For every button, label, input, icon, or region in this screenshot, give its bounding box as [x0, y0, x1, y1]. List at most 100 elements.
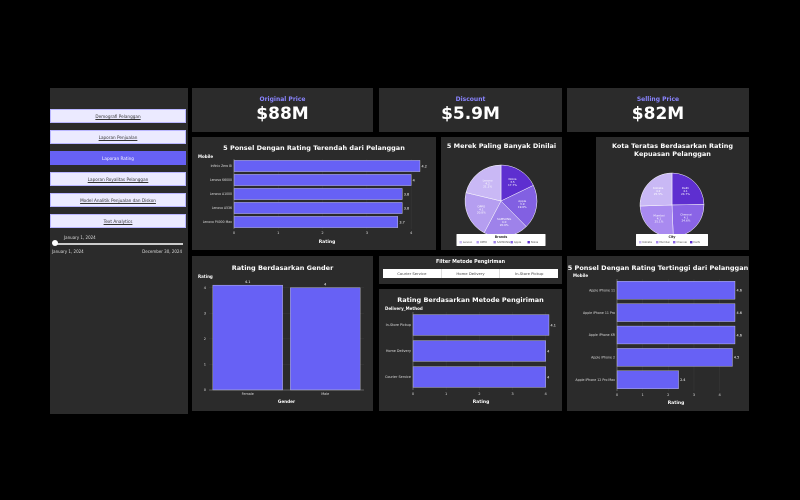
- x-tick-label: 1: [445, 392, 447, 396]
- sidebar-nav-laporan-penjualan[interactable]: Laporan Penjualan: [50, 130, 186, 144]
- slice-name-label: Chennai: [680, 213, 692, 217]
- legend-swatch: [673, 241, 676, 244]
- bar-value-label: 4: [324, 283, 326, 287]
- pie-slice: [465, 164, 502, 202]
- legend-item-label: Delhi: [693, 240, 700, 244]
- chart-top-brands: 5 Merek Paling Banyak Dinilai Nokia 3.5 17…: [441, 137, 562, 250]
- bar: [233, 188, 403, 200]
- slice-value-label: 3.9: [520, 202, 525, 206]
- chart-title: Kota Teratas Berdasarkan Rating Kepuasan…: [611, 142, 733, 159]
- x-tick-label: 2: [667, 393, 669, 397]
- y-axis-label: Mobile: [198, 154, 213, 159]
- x-tick-label: 1: [277, 231, 279, 235]
- category-label: Apple iPhone 11: [589, 288, 615, 292]
- category-label: Lenovo P4000 Max: [203, 220, 232, 224]
- pie-slice: [464, 192, 502, 234]
- legend-swatch: [459, 241, 462, 244]
- y-axis-label: Delivery_Method: [385, 306, 423, 311]
- slice-value-label: 4.0: [502, 220, 507, 224]
- chart-title: Rating Berdasarkan Metode Pengiriman: [397, 296, 544, 304]
- legend-item-label: Kolkata: [642, 240, 652, 244]
- bar-chart-delivery: Delivery_Method Rating 0 1 2 3 4 4.1 In-Store Pi…: [385, 306, 556, 405]
- y-tick-label: 3: [204, 311, 206, 315]
- date-slider-track[interactable]: [55, 243, 183, 245]
- bar: [412, 314, 550, 336]
- kpi-title: Discount: [455, 96, 486, 103]
- slice-value-label: 4.2: [485, 182, 490, 186]
- slider-current-date: January 1, 2024: [64, 235, 96, 240]
- chart-title: 5 Ponsel Dengan Rating Terendah dari Pel…: [223, 144, 405, 152]
- sidebar-nav-laporan-royalitas-pelanggan[interactable]: Laporan Royalitas Pelanggan: [50, 172, 186, 186]
- sidebar-nav-model-analitik-penjualan-dan-diskon[interactable]: Model Analitik Penjualan dan Diskon: [50, 193, 186, 207]
- kpi-selling-price: Selling Price $82M: [567, 88, 749, 132]
- bar-value-label: 3.8: [404, 192, 409, 196]
- legend-swatch: [510, 241, 513, 244]
- sidebar-nav-text-analytics[interactable]: Text Analytics: [50, 214, 186, 228]
- legend-swatch: [527, 241, 530, 244]
- x-tick-label: 0: [233, 231, 236, 235]
- slice-pct-label: 20.8%: [477, 210, 486, 214]
- bar-value-label: 4.6: [737, 333, 742, 337]
- date-slider-handle[interactable]: [52, 240, 58, 246]
- pie-slice: [500, 164, 534, 202]
- slice-value-label: 4.1: [684, 216, 689, 220]
- bar-value-label: 4.1: [245, 280, 250, 284]
- sidebar: Demografi Pelanggan Laporan Penjualan Lapo…: [50, 88, 188, 414]
- category-label: Lenovo A536: [212, 206, 232, 210]
- chart-title: Rating Berdasarkan Gender: [231, 264, 334, 272]
- slice-name-label: Mumbai: [653, 214, 664, 218]
- slice-name-label: Nokia: [509, 177, 517, 181]
- bar-value-label: 4: [413, 178, 415, 182]
- slice-value-label: 4.1: [683, 189, 688, 193]
- x-tick-label: 4: [410, 231, 413, 235]
- bar-chart-lowest: Mobile Rating 0 1 2 3 4 4.2 Infinix Zero 8i 4 Leno…: [198, 154, 427, 245]
- sidebar-nav-laporan-rating[interactable]: Laporan Rating: [50, 151, 186, 165]
- bar: [233, 174, 412, 186]
- chart-title: 5 Merek Paling Banyak Dinilai: [446, 142, 557, 150]
- pie-chart-cities: Delhi4.124.7%Chennai4.124.6%Mumbai4.125.…: [636, 172, 708, 246]
- pie-chart-brands: Nokia3.517.7%Apple3.919.6%SAMSUNG4.020.0…: [456, 164, 546, 246]
- slice-name-label: Delhi: [682, 186, 689, 190]
- bar-value-label: 2.4: [680, 378, 685, 382]
- bar: [616, 325, 736, 345]
- bar: [233, 216, 399, 228]
- filter-option-home-delivery[interactable]: Home Delivery: [442, 269, 501, 278]
- pie-slice: [500, 185, 538, 227]
- slice-pct-label: 19.6%: [518, 205, 527, 209]
- bar-chart-gender: Rating Gender 0 1 2 3 4 4.1 Female 4 Male: [198, 274, 364, 404]
- bar-chart-highest: Mobile Rating 0 1 2 3 4 4.6 Apple iPhone 11 4.6 Ap…: [573, 273, 742, 406]
- legend-title: City: [668, 235, 676, 239]
- filter-option-courier-service[interactable]: Courier Service: [383, 269, 442, 278]
- slice-name-label: Kolkata: [653, 186, 664, 190]
- filter-option-in-store-pickup[interactable]: In-Store Pickup: [514, 271, 544, 276]
- pie-slice: [639, 172, 673, 207]
- slice-name-label: SAMSUNG: [497, 217, 511, 221]
- kpi-discount: Discount $5.9M: [379, 88, 562, 132]
- sidebar-nav-demografi-pelanggan[interactable]: Demografi Pelanggan: [50, 109, 186, 123]
- category-label: In-Store Pickup: [386, 323, 411, 327]
- chart-lowest-rated-phones: 5 Ponsel Dengan Rating Terendah dari Pel…: [192, 137, 436, 250]
- kpi-value: $5.9M: [441, 104, 500, 124]
- category-label: Male: [321, 392, 329, 396]
- x-tick-label: 1: [642, 393, 644, 397]
- chart-rating-by-delivery: Rating Berdasarkan Metode Pengiriman Del…: [379, 289, 562, 411]
- legend-swatch: [639, 241, 642, 244]
- bar: [616, 370, 679, 389]
- kpi-value: $88M: [256, 104, 309, 124]
- slice-pct-label: 20.0%: [500, 223, 509, 227]
- y-axis-label: Rating: [198, 274, 213, 279]
- kpi-original-price: Original Price $88M: [192, 88, 373, 132]
- bar: [616, 348, 733, 367]
- x-axis-label: Gender: [278, 399, 296, 404]
- y-tick-label: 0: [204, 388, 207, 392]
- x-axis-label: Rating: [668, 400, 685, 406]
- slice-value-label: 3.5: [510, 180, 515, 184]
- bar-value-label: 4.2: [422, 164, 427, 168]
- x-tick-label: 2: [321, 231, 323, 235]
- bar-value-label: 4: [547, 349, 549, 353]
- bar-value-label: 4.6: [737, 311, 742, 315]
- x-axis-label: Rating: [319, 239, 336, 245]
- x-tick-label: 3: [366, 231, 368, 235]
- x-axis-label: Rating: [473, 399, 490, 405]
- slice-value-label: 4.2: [656, 189, 661, 193]
